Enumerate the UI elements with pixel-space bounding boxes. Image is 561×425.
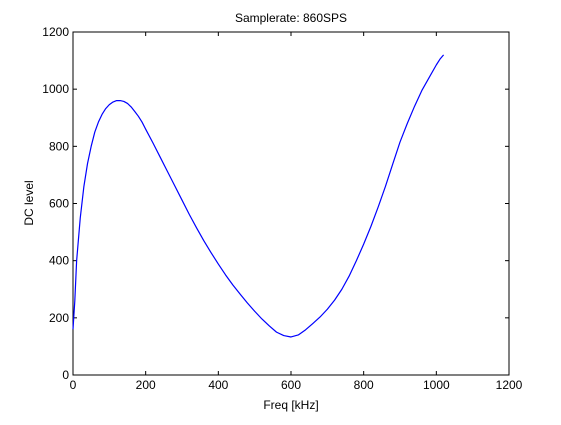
chart-title: Samplerate: 860SPS — [235, 11, 347, 25]
plot-area — [72, 31, 510, 376]
series-line-0 — [72, 54, 445, 338]
x-tick-label: 1200 — [496, 378, 523, 392]
series-layer — [72, 54, 445, 338]
y-tick-labels: 0 200 400 600 800 1000 1200 — [42, 25, 69, 382]
y-tick-label: 800 — [49, 139, 69, 153]
x-tick-label: 800 — [354, 378, 374, 392]
y-axis-label: DC level — [22, 180, 36, 225]
tick-marks — [72, 31, 510, 376]
y-tick-label: 1000 — [42, 82, 69, 96]
x-tick-label: 200 — [136, 378, 156, 392]
x-axis-label: Freq [kHz] — [263, 398, 318, 412]
x-tick-label: 400 — [208, 378, 228, 392]
y-tick-label: 200 — [49, 311, 69, 325]
y-tick-label: 600 — [49, 197, 69, 211]
x-tick-label: 600 — [281, 378, 301, 392]
y-tick-label: 1200 — [42, 25, 69, 39]
y-tick-label: 400 — [49, 254, 69, 268]
x-tick-label: 1000 — [423, 378, 450, 392]
x-tick-label: 0 — [70, 378, 77, 392]
y-tick-label: 0 — [62, 368, 69, 382]
x-tick-labels: 0 200 400 600 800 1000 1200 — [70, 378, 523, 392]
